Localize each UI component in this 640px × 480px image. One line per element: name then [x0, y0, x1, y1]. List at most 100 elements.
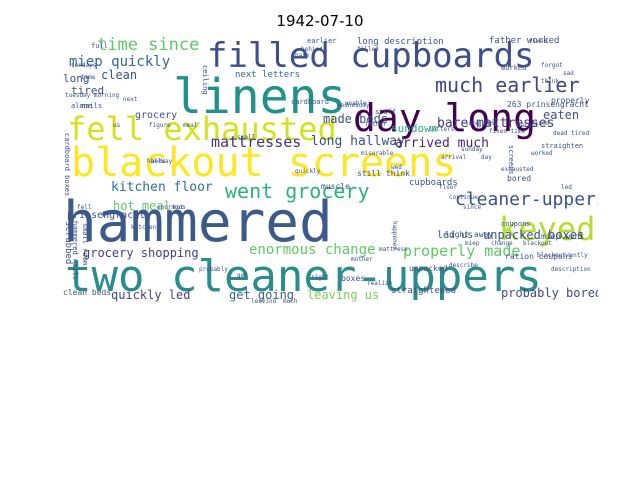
word: kitchen: [131, 224, 157, 231]
word: earlier: [307, 37, 337, 45]
word: blackout: [523, 240, 552, 247]
word: worked: [501, 64, 527, 72]
word: think: [541, 78, 560, 85]
word: next letters: [235, 70, 301, 80]
word: fixed: [531, 120, 550, 127]
word: tuesday morning: [65, 92, 120, 99]
word-cloud: hammered blackout screens two cleaner-up…: [61, 35, 598, 303]
word: next: [123, 96, 138, 103]
word: hot meal: [113, 199, 171, 213]
word: grocery shopping: [83, 246, 199, 260]
word: letters: [429, 126, 455, 133]
word: grocery: [135, 110, 178, 121]
word: fell: [77, 204, 92, 211]
word: probably: [199, 266, 228, 273]
word: clean beds: [63, 288, 112, 297]
word: nails: [81, 102, 103, 110]
word: boxes: [341, 274, 366, 283]
word: father worked: [489, 36, 560, 46]
word: floor: [439, 184, 458, 191]
word: coupons: [501, 220, 531, 228]
word: hot: [173, 204, 184, 211]
word: worked: [531, 150, 553, 157]
word: hallway: [147, 158, 173, 165]
word: since: [463, 204, 482, 211]
word: still think: [357, 169, 410, 178]
chart-title: 1942-07-10: [276, 12, 364, 30]
word: behind: [301, 46, 323, 53]
word: clean: [101, 68, 138, 82]
word: screens: [507, 145, 515, 175]
word: went grocery: [225, 179, 370, 203]
word: sundays: [71, 62, 97, 69]
word: bored: [507, 174, 532, 183]
word: leaving: [251, 298, 277, 304]
word: arrival: [441, 154, 467, 161]
word: long hallway: [311, 134, 405, 149]
word: cardboard boxes: [63, 133, 71, 197]
word: much: [283, 298, 298, 304]
word: blackout/ently: [537, 252, 588, 259]
word: long description: [357, 37, 444, 47]
word: figure: [149, 122, 171, 129]
word: father: [365, 121, 387, 128]
word: time: [81, 74, 96, 81]
word: stuff: [375, 108, 397, 116]
word: much earlier: [435, 73, 580, 97]
word: small room: [81, 223, 89, 266]
word: eaten: [543, 108, 580, 122]
word: mother: [351, 256, 373, 263]
word: probably bored: [501, 286, 598, 300]
word: ceiling: [201, 65, 209, 95]
word: properly: [551, 96, 590, 105]
word: enormous: [157, 204, 186, 211]
word: straighten: [541, 142, 584, 150]
word: describe: [449, 262, 478, 269]
word: fixed time: [489, 128, 526, 135]
word: cupboards: [409, 178, 458, 188]
word: two cleaner-uppers: [65, 251, 542, 302]
word: right: [311, 274, 330, 281]
word: cardboard: [291, 98, 329, 106]
word: bare mattresses: [437, 116, 555, 131]
word: properly made: [403, 242, 521, 260]
word: filled: [357, 46, 379, 53]
word: bare: [295, 52, 310, 59]
word: day: [481, 154, 492, 161]
word: tired: [71, 84, 105, 97]
word: happened: [391, 221, 398, 250]
word: straightened: [391, 286, 457, 296]
word: long time: [465, 120, 498, 127]
word: time since: [97, 35, 200, 55]
word: hammered: [63, 190, 333, 255]
word: sundown: [391, 122, 438, 135]
word: mattresses: [211, 133, 302, 151]
word: get: [237, 272, 248, 279]
word: led: [561, 184, 572, 191]
word: dead tired: [553, 130, 590, 137]
word: miserable: [361, 150, 394, 157]
word: enormous change: [249, 242, 376, 258]
word: small: [237, 134, 256, 141]
word: margot: [517, 122, 539, 129]
word: change: [491, 240, 513, 247]
word: sunday: [461, 146, 483, 153]
word: leaving us: [307, 288, 380, 302]
word: wed: [391, 164, 402, 171]
word: unpacked boxes: [483, 228, 585, 242]
word: linens: [173, 69, 347, 125]
word: cleaner-uppers: [455, 189, 598, 210]
word: hammered nails: [71, 221, 79, 281]
word: miep went: [541, 232, 585, 241]
word: ration coupons: [505, 252, 573, 261]
word: forgot: [541, 62, 563, 69]
word: scrubbed: [63, 221, 73, 265]
word: realize: [367, 280, 393, 287]
word: unable: [345, 100, 367, 107]
word: unpacked: [409, 264, 448, 273]
word: blackout screens: [71, 140, 457, 186]
word: quickly: [295, 168, 321, 175]
word: beds: [151, 158, 166, 165]
word: quickly led: [111, 288, 191, 302]
word: us: [113, 122, 121, 129]
